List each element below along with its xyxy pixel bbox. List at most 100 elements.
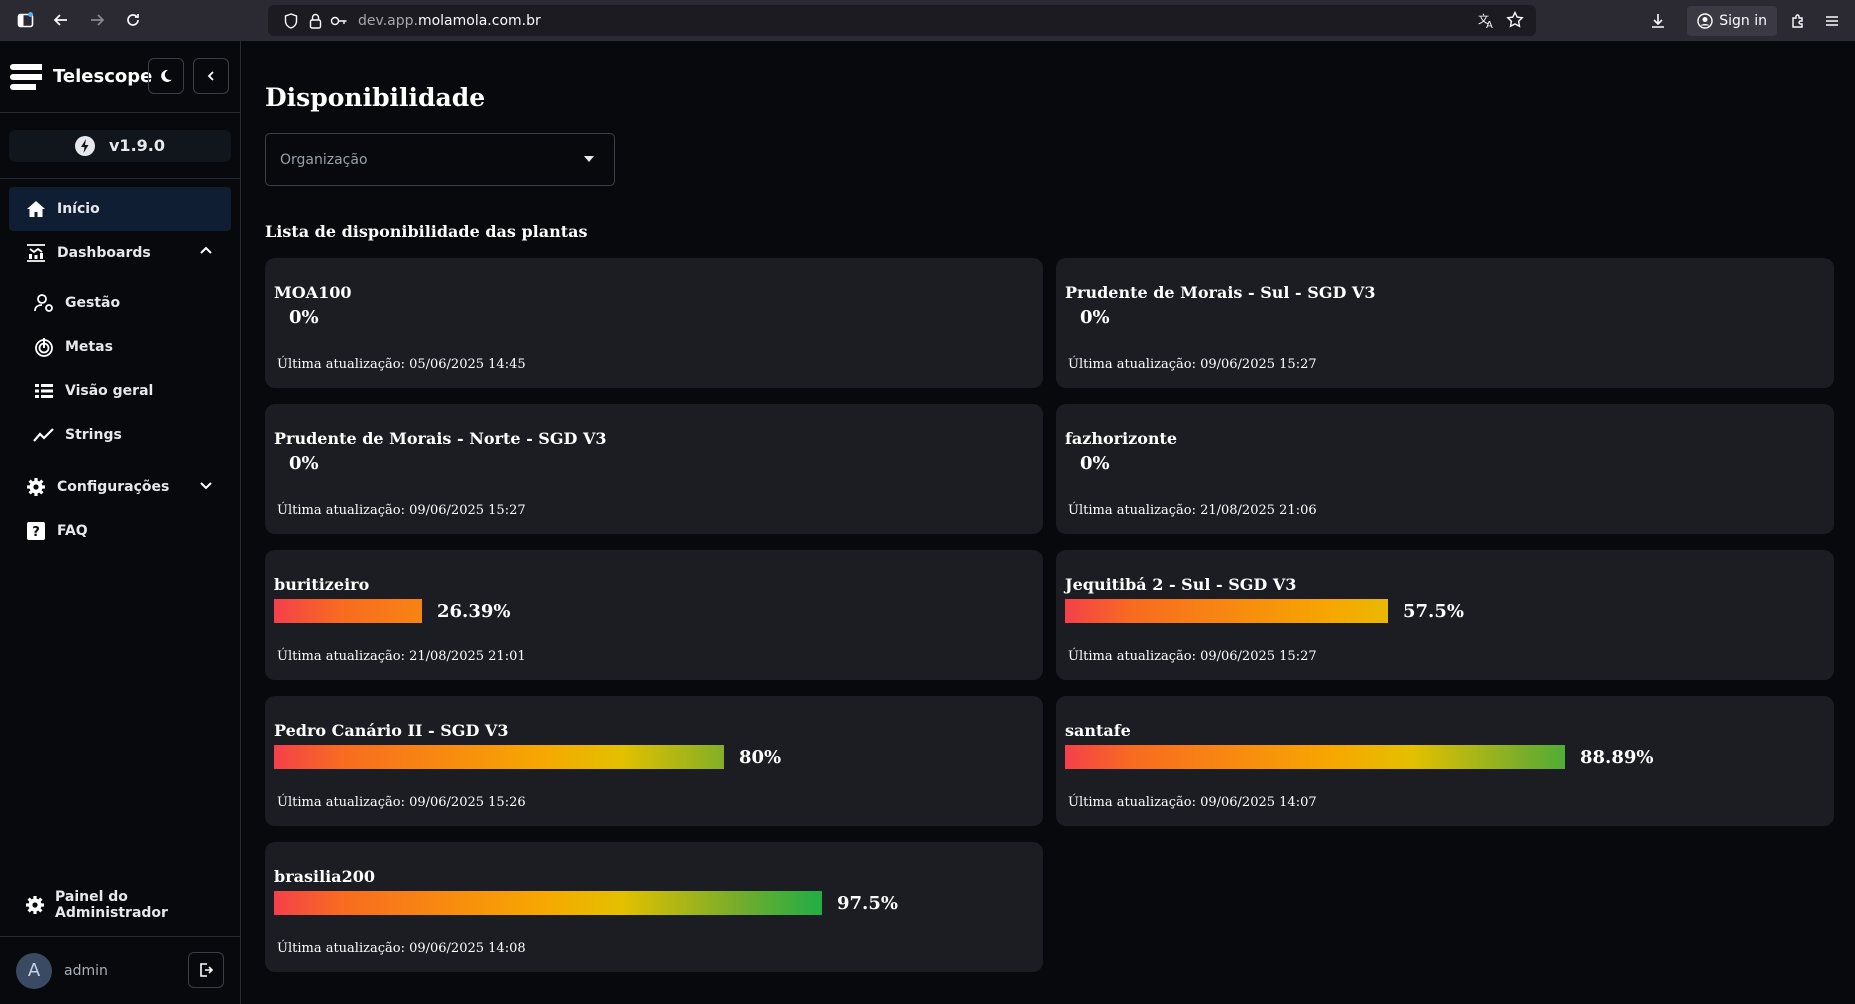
plant-card[interactable]: Prudente de Morais - Norte - SGD V3 0% Últ… bbox=[265, 404, 1043, 534]
sidebar-item-configuracoes[interactable]: Configurações bbox=[9, 465, 231, 509]
plant-name: Jequitibá 2 - Sul - SGD V3 bbox=[1065, 575, 1297, 594]
bolt-icon bbox=[75, 135, 95, 156]
telescope-logo-icon bbox=[10, 63, 42, 90]
menu-icon[interactable] bbox=[1819, 8, 1845, 34]
sidebar-item-strings[interactable]: Strings bbox=[9, 413, 231, 457]
sidebar-item-visao-geral[interactable]: Visão geral bbox=[9, 369, 231, 413]
permissions-icon[interactable] bbox=[330, 12, 348, 30]
version-badge: v1.9.0 bbox=[9, 129, 231, 162]
app-title: Telescope bbox=[53, 66, 153, 87]
plant-card[interactable]: fazhorizonte 0% Última atualização: 21/08/… bbox=[1056, 404, 1834, 534]
admin-panel-link[interactable]: Painel do Administrador bbox=[9, 883, 231, 927]
availability-bar bbox=[1065, 745, 1565, 769]
dropdown-arrow-icon bbox=[584, 156, 594, 162]
sidebar-item-faq[interactable]: ? FAQ bbox=[9, 509, 231, 553]
plant-name: santafe bbox=[1065, 721, 1131, 740]
admin-panel-label: Painel do Administrador bbox=[55, 889, 168, 921]
sidebar-item-dashboards[interactable]: Dashboards bbox=[9, 231, 231, 275]
availability-percent: 26.39% bbox=[437, 600, 511, 622]
last-updated: Última atualização: 09/06/2025 14:08 bbox=[277, 941, 526, 956]
availability-bar bbox=[1065, 599, 1388, 623]
plant-card[interactable]: Jequitibá 2 - Sul - SGD V3 57.5% Última at… bbox=[1056, 550, 1834, 680]
sidebar-header: Telescope bbox=[0, 41, 240, 113]
bookmark-star-icon[interactable] bbox=[1506, 11, 1524, 29]
chevron-left-icon bbox=[207, 71, 214, 81]
sidebar-item-metas[interactable]: Metas bbox=[9, 325, 231, 369]
plant-card[interactable]: Prudente de Morais - Sul - SGD V3 0% Últim… bbox=[1056, 258, 1834, 388]
sidebar-toggle-icon[interactable] bbox=[12, 7, 38, 33]
last-updated: Última atualização: 09/06/2025 15:26 bbox=[277, 795, 526, 810]
theme-toggle-button[interactable] bbox=[148, 58, 184, 94]
version-area: v1.9.0 bbox=[0, 113, 240, 179]
users-cog-icon bbox=[33, 292, 55, 314]
last-updated: Última atualização: 09/06/2025 15:27 bbox=[277, 503, 526, 518]
sidebar-item-label: Strings bbox=[65, 427, 122, 443]
availability-bar-wrap: 80% bbox=[274, 745, 781, 769]
availability-percent: 97.5% bbox=[837, 892, 898, 914]
availability-percent: 0% bbox=[1080, 307, 1110, 328]
gear-icon bbox=[25, 895, 45, 915]
plant-card[interactable]: buritizeiro 26.39% Última atualização: 21/… bbox=[265, 550, 1043, 680]
account-icon bbox=[1697, 12, 1713, 29]
plant-name: MOA100 bbox=[274, 283, 352, 302]
collapse-sidebar-button[interactable] bbox=[193, 58, 229, 94]
sign-in-label: Sign in bbox=[1719, 12, 1767, 29]
plant-name: fazhorizonte bbox=[1065, 429, 1178, 448]
plant-card[interactable]: brasilia200 97.5% Última atualização: 09/0… bbox=[265, 842, 1043, 972]
availability-bar-wrap: 97.5% bbox=[274, 891, 898, 915]
sidebar-item-label: Visão geral bbox=[65, 383, 154, 399]
sidebar-item-inicio[interactable]: Início bbox=[9, 187, 231, 231]
plant-name: brasilia200 bbox=[274, 867, 375, 886]
list-icon bbox=[33, 380, 55, 402]
sidebar-item-label: Início bbox=[57, 201, 100, 217]
sidebar-item-gestao[interactable]: Gestão bbox=[9, 281, 231, 325]
app: Telescope v1.9.0 Início bbox=[0, 41, 1855, 1004]
plant-card[interactable]: MOA100 0% Última atualização: 05/06/2025 1… bbox=[265, 258, 1043, 388]
availability-percent: 0% bbox=[1080, 453, 1110, 474]
dashboard-icon bbox=[25, 242, 47, 264]
list-title: Lista de disponibilidade das plantas bbox=[265, 222, 588, 241]
sign-in-button[interactable]: Sign in bbox=[1687, 5, 1777, 36]
back-icon[interactable] bbox=[48, 7, 74, 33]
logout-button[interactable] bbox=[188, 952, 224, 988]
forward-icon[interactable] bbox=[84, 7, 110, 33]
availability-percent: 0% bbox=[289, 453, 319, 474]
user-row: A admin bbox=[0, 936, 240, 1004]
lock-icon[interactable] bbox=[306, 12, 324, 30]
availability-bar-wrap: 26.39% bbox=[274, 599, 510, 623]
availability-percent: 80% bbox=[739, 746, 782, 768]
availability-bar bbox=[274, 745, 724, 769]
last-updated: Última atualização: 09/06/2025 14:07 bbox=[1068, 795, 1317, 810]
url-text: dev.app.molamola.com.br bbox=[358, 12, 541, 29]
logout-icon bbox=[200, 963, 214, 977]
sidebar-item-label: Dashboards bbox=[57, 245, 151, 261]
main-content: Disponibilidade Organização Lista de dis… bbox=[241, 41, 1855, 1004]
page-title: Disponibilidade bbox=[265, 83, 486, 112]
sidebar: Telescope v1.9.0 Início bbox=[0, 41, 241, 1004]
organization-select[interactable]: Organização bbox=[265, 133, 615, 186]
availability-percent: 57.5% bbox=[1403, 600, 1464, 622]
plant-name: buritizeiro bbox=[274, 575, 370, 594]
downloads-icon[interactable] bbox=[1645, 8, 1671, 34]
plant-name: Prudente de Morais - Sul - SGD V3 bbox=[1065, 283, 1376, 302]
svg-text:A: A bbox=[1486, 20, 1493, 29]
availability-bar-wrap: 57.5% bbox=[1065, 599, 1464, 623]
chevron-down-icon bbox=[199, 478, 213, 496]
avatar[interactable]: A bbox=[16, 952, 52, 989]
organization-placeholder: Organização bbox=[280, 151, 368, 168]
sidebar-item-label: FAQ bbox=[57, 523, 88, 539]
plant-card[interactable]: Pedro Canário II - SGD V3 80% Última atual… bbox=[265, 696, 1043, 826]
last-updated: Última atualização: 09/06/2025 15:27 bbox=[1068, 649, 1317, 664]
sidebar-item-label: Configurações bbox=[57, 479, 170, 495]
availability-bar bbox=[274, 891, 822, 915]
target-icon bbox=[33, 336, 55, 358]
svg-text:文: 文 bbox=[1478, 12, 1489, 26]
extensions-icon[interactable] bbox=[1785, 8, 1811, 34]
shield-icon[interactable] bbox=[282, 12, 300, 30]
reload-icon[interactable] bbox=[120, 7, 146, 33]
availability-percent: 88.89% bbox=[1580, 746, 1654, 768]
plant-card[interactable]: santafe 88.89% Última atualização: 09/06/2… bbox=[1056, 696, 1834, 826]
chevron-up-icon bbox=[199, 244, 213, 262]
